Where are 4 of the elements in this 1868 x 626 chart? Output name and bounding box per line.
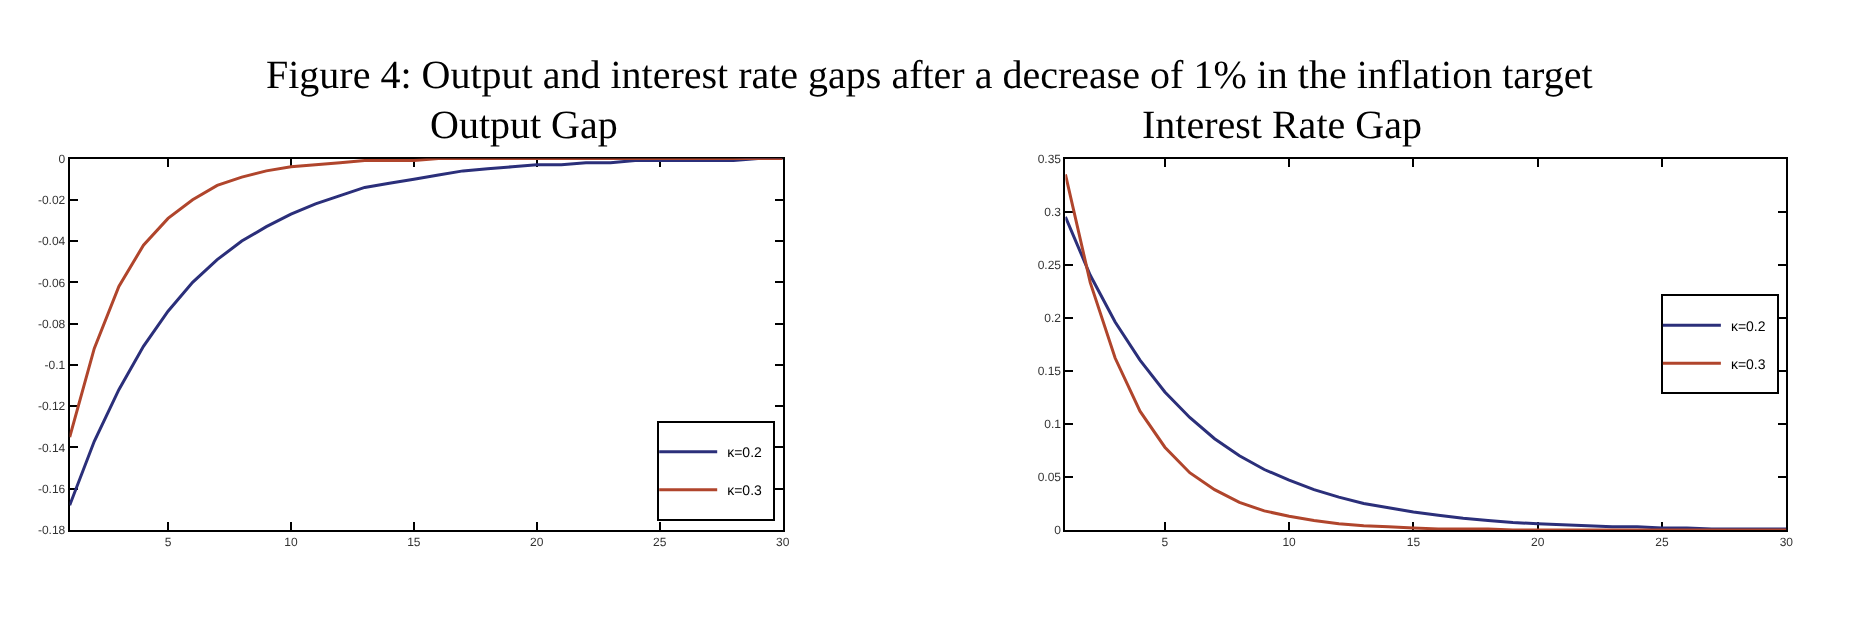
chart-title: Interest Rate Gap [1142, 104, 1422, 148]
text: Figure 4: Output and interest rate gaps after a decrease of 1% in the inflation target [266, 54, 1594, 98]
chart-subtitle: Output Gap [430, 104, 618, 148]
line-series [69, 158, 783, 439]
